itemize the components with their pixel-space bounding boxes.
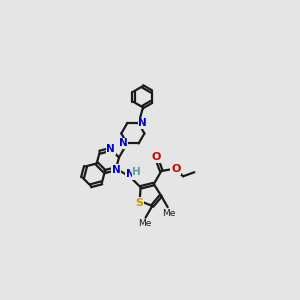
Text: O: O — [152, 152, 161, 162]
Text: Me: Me — [138, 219, 151, 228]
Text: N: N — [106, 144, 115, 154]
Text: N: N — [138, 118, 147, 128]
Text: N: N — [112, 165, 120, 175]
Text: Me: Me — [162, 209, 176, 218]
Text: N: N — [126, 169, 134, 179]
Text: O: O — [171, 164, 181, 174]
Text: N: N — [118, 139, 127, 148]
Text: H: H — [132, 167, 141, 177]
Text: S: S — [135, 198, 143, 208]
